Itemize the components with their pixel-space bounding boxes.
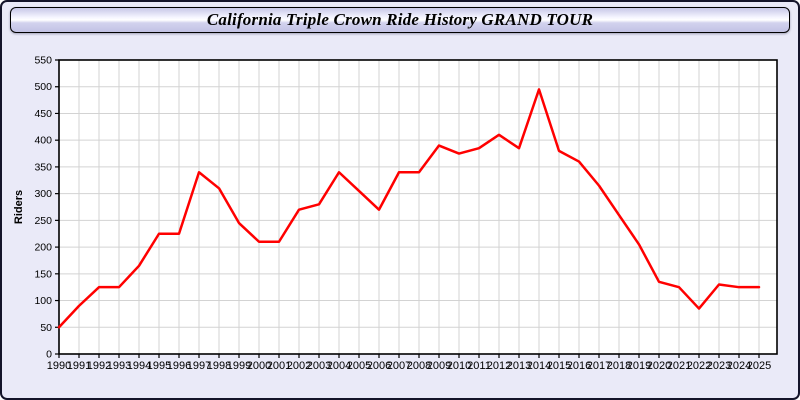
x-axis-tick-label: 1994 xyxy=(127,360,151,372)
data-line-riders xyxy=(57,88,761,329)
y-axis-tick-label: 200 xyxy=(34,242,52,254)
x-axis-tick-label: 1993 xyxy=(107,360,131,372)
x-axis-tick-label: 2003 xyxy=(307,360,331,372)
x-axis-tick-label: 2009 xyxy=(427,360,451,372)
x-axis-tick-label: 2008 xyxy=(407,360,431,372)
y-axis-tick-label: 550 xyxy=(34,55,52,67)
x-axis-tick-label: 2000 xyxy=(247,360,271,372)
chart-region: 0 50 100 150 200 250 300 350 400 450 500 550 1990 199… xyxy=(2,42,798,398)
x-axis-tick-label: 1999 xyxy=(227,360,251,372)
x-axis-tick-label: 2005 xyxy=(347,360,371,372)
y-axis-tick-label: 250 xyxy=(34,215,52,227)
y-axis-tick-label: 450 xyxy=(34,108,52,120)
y-axis-tick-label: 100 xyxy=(34,295,52,307)
y-axis-tick-label: 500 xyxy=(34,81,52,93)
y-axis-tick-label: 300 xyxy=(34,188,52,200)
page-title: California Triple Crown Ride History GRA… xyxy=(206,10,594,29)
y-axis-tick-label: 0 xyxy=(46,349,52,361)
y-axis-title: Riders xyxy=(13,190,25,224)
x-axis-tick-label: 2014 xyxy=(527,360,551,372)
x-axis-tick-label: 2017 xyxy=(587,360,611,372)
x-axis-tick-label: 1995 xyxy=(147,360,171,372)
y-axis-tick-label: 150 xyxy=(34,268,52,280)
x-axis-tick-label: 2023 xyxy=(707,360,731,372)
x-axis-tick-label: 2004 xyxy=(327,360,351,372)
x-axis-tick-label: 2024 xyxy=(727,360,751,372)
x-axis-tick-label: 2020 xyxy=(647,360,671,372)
x-axis-tick-label: 1990 xyxy=(47,360,71,372)
x-axis-tick-label: 1997 xyxy=(187,360,211,372)
x-axis-tick-label: 2012 xyxy=(487,360,511,372)
x-axis-tick-label: 2002 xyxy=(287,360,311,372)
x-axis-tick-label: 2016 xyxy=(567,360,591,372)
x-axis-tick-label: 2007 xyxy=(387,360,411,372)
x-axis-tick-label: 1992 xyxy=(87,360,111,372)
plot-border xyxy=(58,59,778,355)
x-axis-tick-label: 2022 xyxy=(687,360,711,372)
title-bar: California Triple Crown Ride History GRA… xyxy=(10,7,790,33)
y-axis-tick-label: 400 xyxy=(34,135,52,147)
x-axis-tick-label: 2019 xyxy=(627,360,651,372)
x-axis-tick-label: 2018 xyxy=(607,360,631,372)
x-axis-tick-label: 2011 xyxy=(467,360,491,372)
x-axis-tick-label: 1998 xyxy=(207,360,231,372)
x-axis-tick-label: 2015 xyxy=(547,360,571,372)
plot-area xyxy=(59,60,777,354)
x-axis-tick-label: 2001 xyxy=(267,360,291,372)
x-axis-tick-label: 2006 xyxy=(367,360,391,372)
ride-history-chart: 0501001502002503003504004505005501990199… xyxy=(13,55,778,372)
y-axis-tick-label: 50 xyxy=(40,322,52,334)
x-axis-tick-label: 1991 xyxy=(67,360,91,372)
x-axis-tick-label: 2010 xyxy=(447,360,471,372)
x-axis-tick-label: 2013 xyxy=(507,360,531,372)
x-axis-tick-label: 2021 xyxy=(667,360,691,372)
x-axis-tick-label: 1996 xyxy=(167,360,191,372)
y-axis-tick-label: 350 xyxy=(34,161,52,173)
x-axis-tick-label: 2025 xyxy=(747,360,771,372)
